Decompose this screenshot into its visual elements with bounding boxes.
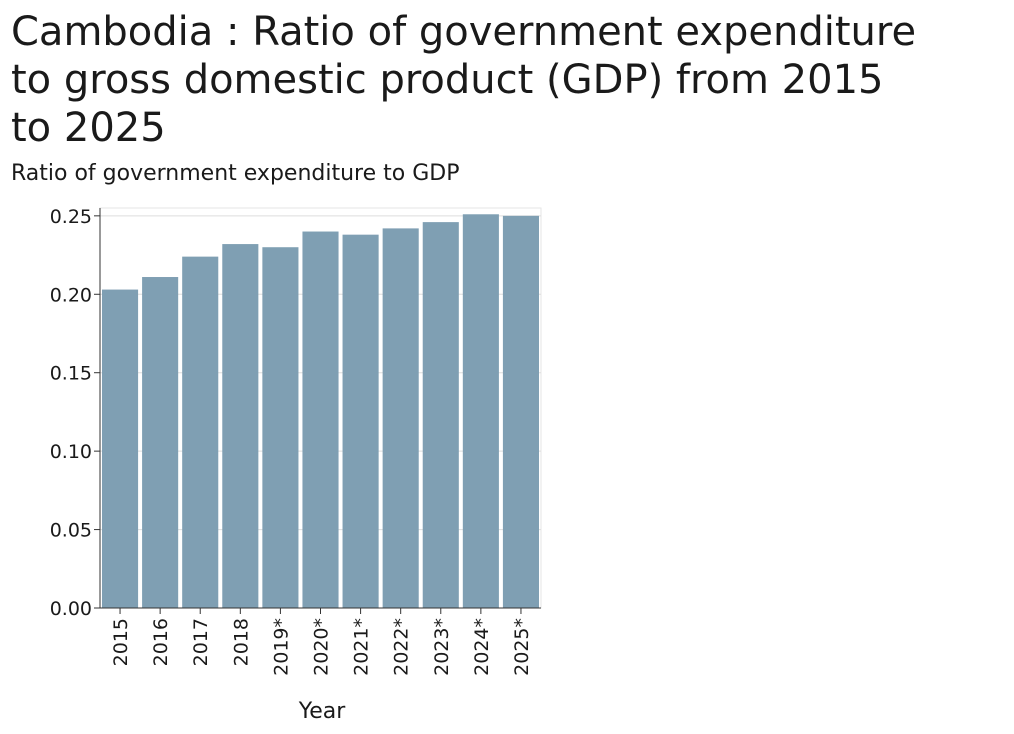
y-tick-label: 0.00 [50,598,92,620]
y-tick-label: 0.20 [50,284,92,306]
chart-title: Cambodia : Ratio of government expenditu… [11,8,1011,152]
bar [182,256,219,608]
bar [142,277,179,608]
y-tick-label: 0.15 [50,363,92,385]
chart-title-line: to 2025 [11,105,166,151]
x-tick-label: 2020* [311,618,333,676]
bar [102,289,139,608]
x-tick-label: 2024* [471,618,493,676]
y-tick-label: 0.10 [50,441,92,463]
bar [382,228,419,608]
bar [222,244,259,608]
x-tick-label: 2023* [431,618,453,676]
plot-area: 0.00 0.05 0.10 0.15 0.20 0.25 2015 2016 2017 2018… [50,206,542,676]
x-tick-label: 2016 [150,618,172,666]
y-axis-label: Ratio of government expenditure to GDP [11,161,459,186]
x-tick-label: 2015 [110,618,132,666]
bar [342,234,379,608]
bar [262,247,299,608]
x-tick-label: 2018 [230,618,252,666]
x-tick-label: 2025* [511,618,533,676]
y-tick-label: 0.25 [50,206,92,228]
bar [422,222,459,608]
x-tick-label: 2022* [391,618,413,676]
x-tick-label: 2021* [351,618,373,676]
bar [302,231,339,608]
chart-title-line: to gross domestic product (GDP) from 201… [11,57,884,103]
bar [462,214,499,608]
x-tick-label: 2019* [270,618,292,676]
chart-title-line: Cambodia : Ratio of government expenditu… [11,9,917,55]
x-tick-label: 2017 [190,618,212,666]
x-axis-label: Year [298,699,347,724]
bar [502,215,539,608]
y-tick-label: 0.05 [50,520,92,542]
